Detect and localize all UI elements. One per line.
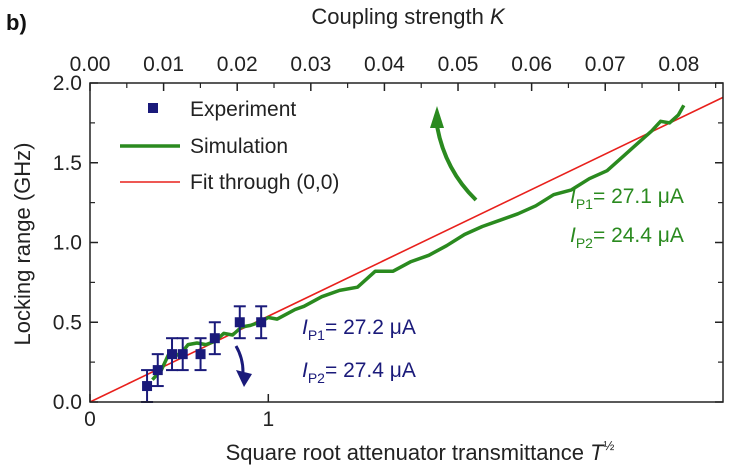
x2-tick-label: 0.06 [511, 53, 552, 76]
experiment-point [142, 381, 153, 392]
top-axis-label: Coupling strength [311, 4, 483, 29]
experiment-point [256, 317, 267, 328]
y-tick-label: 0.5 [53, 311, 82, 334]
annotation-green-arrow [435, 125, 478, 202]
bottom-axis-label: Square root attenuator transmittance [226, 440, 584, 465]
annotation-blue: IP1= 27.2 μA IP2= 27.4 μA [234, 316, 416, 387]
annotation-green: IP1= 27.1 μA IP2= 24.4 μA [430, 106, 684, 251]
annotation-blue-line1: IP1= 27.2 μA [302, 316, 416, 343]
annotation-green-line2: IP2= 24.4 μA [570, 224, 684, 251]
x2-tick-label: 0.00 [70, 53, 111, 76]
tick-layer: 0.0 0.5 1.0 1.5 2.0 0 1 0.00 0.01 0.02 0.03 0.04 0.0… [53, 53, 723, 431]
legend: Experiment Simulation Fit through (0,0) [120, 98, 339, 194]
bottom-axis-title: Square root attenuator transmittance T½ [226, 438, 615, 465]
x2-tick-label: 0.05 [438, 53, 479, 76]
annotation-blue-arrowhead [236, 370, 252, 387]
annotation-green-arrowhead [430, 106, 444, 128]
legend-experiment-label: Experiment [190, 98, 296, 121]
legend-experiment-marker [148, 103, 158, 113]
mark-layer [89, 96, 724, 403]
annotation-blue-line2: IP2= 27.4 μA [302, 359, 416, 386]
bottom-axis-superscript: ½ [604, 438, 615, 453]
fit-line [89, 96, 724, 403]
x2-tick-label: 0.08 [658, 53, 699, 76]
legend-simulation-label: Simulation [190, 135, 288, 158]
x2-tick-label: 0.02 [217, 53, 258, 76]
annotation-green-line1: IP1= 27.1 μA [570, 185, 684, 212]
legend-fit-label: Fit through (0,0) [190, 171, 339, 194]
y-tick-label: 2.0 [53, 72, 82, 95]
experiment-point [167, 349, 178, 360]
panel-label: b) [6, 10, 27, 35]
y-tick-label: 0.0 [53, 391, 82, 414]
y-tick-label: 1.0 [53, 232, 82, 255]
x2-tick-label: 0.07 [585, 53, 626, 76]
experiment-point [234, 317, 245, 328]
y-axis-title: Locking range (GHz) [10, 143, 35, 346]
top-axis-title: Coupling strength K [311, 4, 506, 29]
top-axis-symbol: K [490, 4, 506, 29]
x-tick-label: 1 [262, 408, 274, 431]
bottom-axis-symbol: T [590, 440, 605, 465]
x-tick-label: 0 [84, 408, 96, 431]
experiment-point [177, 349, 188, 360]
x2-tick-label: 0.01 [143, 53, 184, 76]
experiment-point [195, 349, 206, 360]
annotation-blue-arrow [234, 345, 245, 373]
y-tick-label: 1.5 [53, 152, 82, 175]
x2-tick-label: 0.04 [364, 53, 405, 76]
experiment-point [209, 333, 220, 344]
x2-tick-label: 0.03 [290, 53, 331, 76]
experiment-point [152, 365, 163, 376]
plot-frame [89, 82, 724, 403]
